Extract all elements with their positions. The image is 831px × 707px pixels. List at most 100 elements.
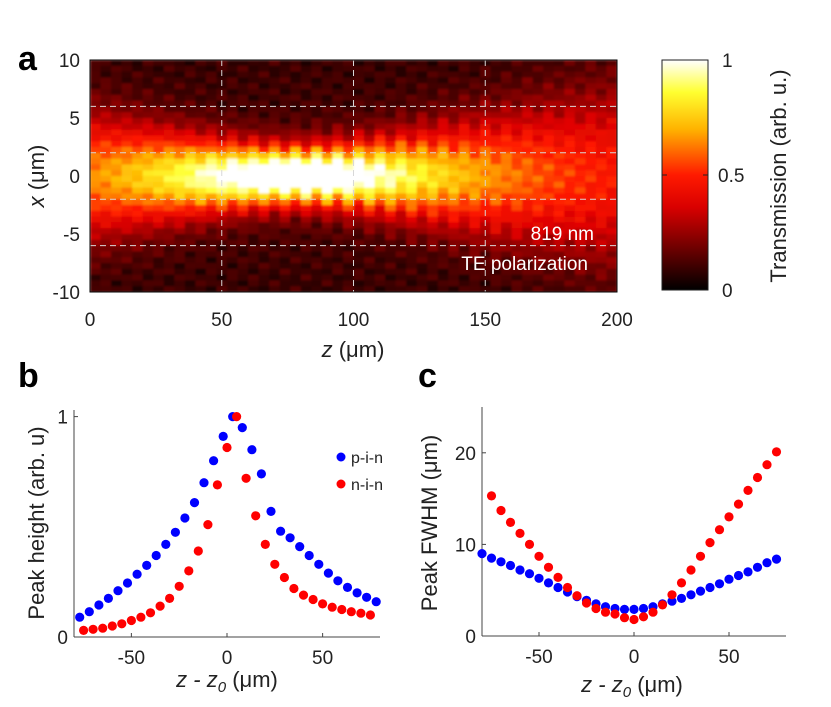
heatmap-cell bbox=[458, 274, 471, 281]
heatmap-cell bbox=[248, 286, 260, 292]
heatmap-cell bbox=[279, 205, 291, 212]
heatmap-cell bbox=[258, 286, 270, 292]
heatmap-cell bbox=[374, 216, 386, 223]
data-point-p-i-n bbox=[170, 527, 180, 537]
heatmap-cell bbox=[437, 257, 449, 264]
heatmap-cell bbox=[448, 118, 460, 125]
heatmap-cell bbox=[311, 257, 323, 264]
heatmap-cell bbox=[564, 83, 576, 90]
heatmap-cell bbox=[574, 94, 586, 102]
heatmap-cell bbox=[458, 205, 471, 212]
heatmap-cell bbox=[216, 135, 228, 142]
heatmap-cell bbox=[574, 129, 586, 136]
heatmap-cell bbox=[311, 216, 323, 223]
heatmap-cell bbox=[353, 263, 365, 270]
heatmap-cell bbox=[279, 193, 291, 200]
heatmap-cell bbox=[174, 60, 186, 67]
heatmap-cell bbox=[543, 205, 555, 212]
heatmap-y-axis-label: x (μm) bbox=[24, 145, 49, 209]
heatmap-cell bbox=[585, 181, 597, 189]
heatmap-cell bbox=[385, 187, 397, 194]
heatmap-cell bbox=[290, 100, 302, 107]
heatmap-cell bbox=[332, 77, 344, 84]
heatmap-cell bbox=[427, 239, 439, 247]
heatmap-cell bbox=[416, 147, 428, 154]
heatmap-cell bbox=[321, 199, 334, 206]
heatmap-cell bbox=[522, 268, 534, 276]
heatmap-cell bbox=[574, 257, 586, 264]
heatmap-cell bbox=[258, 141, 270, 148]
heatmap-cell bbox=[416, 89, 428, 96]
heatmap-cell bbox=[553, 100, 565, 107]
heatmap-cell bbox=[532, 274, 544, 281]
heatmap-cell bbox=[364, 210, 376, 218]
heatmap-cell bbox=[311, 181, 323, 189]
heatmap-cell bbox=[406, 83, 418, 90]
heatmap-cell bbox=[427, 205, 439, 212]
heatmap-cell bbox=[237, 106, 249, 113]
heatmap-cell bbox=[574, 245, 586, 252]
heatmap-cell bbox=[564, 60, 576, 67]
heatmap-cell bbox=[227, 147, 239, 154]
heatmap-cell bbox=[269, 118, 281, 125]
heatmap-cell bbox=[585, 77, 597, 84]
heatmap-cell bbox=[269, 205, 281, 212]
data-point-p-i-n bbox=[686, 590, 696, 600]
heatmap-cell bbox=[543, 65, 555, 73]
heatmap-cell bbox=[427, 147, 439, 154]
heatmap-cell bbox=[437, 152, 449, 160]
heatmap-cell bbox=[153, 106, 165, 113]
heatmap-cell bbox=[290, 187, 302, 194]
heatmap-cell bbox=[332, 257, 344, 264]
heatmap-cell bbox=[385, 222, 397, 229]
heatmap-cell bbox=[595, 152, 608, 160]
heatmap-cell bbox=[174, 83, 186, 90]
heatmap-cell bbox=[532, 187, 544, 194]
heatmap-cell bbox=[353, 60, 365, 67]
heatmap-cell bbox=[163, 251, 175, 258]
heatmap-cell bbox=[195, 152, 207, 160]
data-point-p-i-n bbox=[352, 588, 362, 598]
heatmap-cell bbox=[585, 234, 597, 241]
heatmap-cell bbox=[364, 112, 376, 119]
heatmap-cell bbox=[332, 239, 344, 247]
heatmap-cell bbox=[258, 181, 270, 189]
heatmap-cell bbox=[321, 280, 334, 287]
colorbar-label: Transmission (arb. u.) bbox=[766, 69, 791, 282]
heatmap-cell bbox=[448, 65, 460, 73]
heatmap-cell bbox=[406, 216, 418, 223]
heatmap-cell bbox=[543, 83, 555, 90]
heatmap-cell bbox=[342, 257, 355, 264]
heatmap-cell bbox=[395, 89, 407, 96]
heatmap-cell bbox=[511, 164, 523, 171]
heatmap-cell bbox=[100, 263, 112, 270]
heatmap-cell bbox=[437, 274, 449, 281]
heatmap-cell bbox=[448, 106, 460, 113]
heatmap-cell bbox=[121, 135, 133, 142]
heatmap-cell bbox=[132, 112, 144, 119]
heatmap-cell bbox=[342, 65, 355, 73]
heatmap-cell bbox=[532, 245, 544, 252]
data-point-p-i-n bbox=[199, 478, 209, 488]
heatmap-cell bbox=[153, 77, 165, 84]
heatmap-cell bbox=[395, 141, 407, 148]
heatmap-cell bbox=[385, 228, 397, 235]
heatmap-cell bbox=[174, 257, 186, 264]
heatmap-cell bbox=[585, 89, 597, 96]
heatmap-cell bbox=[448, 89, 460, 96]
heatmap-cell bbox=[111, 164, 123, 171]
heatmap-cell bbox=[511, 234, 523, 241]
heatmap-cell bbox=[163, 274, 175, 281]
heatmap-cell bbox=[574, 123, 586, 131]
heatmap-cell bbox=[111, 205, 123, 212]
heatmap-cell bbox=[321, 112, 334, 119]
heatmap-cell bbox=[132, 239, 144, 247]
heatmap-cell bbox=[416, 94, 428, 102]
heatmap-cell bbox=[564, 147, 576, 154]
heatmap-cell bbox=[469, 263, 481, 270]
heatmap-cell bbox=[269, 77, 281, 84]
heatmap-cell bbox=[174, 245, 186, 252]
y-tick-label: 1 bbox=[57, 408, 68, 429]
heatmap-cell bbox=[532, 164, 544, 171]
heatmap-cell bbox=[300, 60, 312, 67]
